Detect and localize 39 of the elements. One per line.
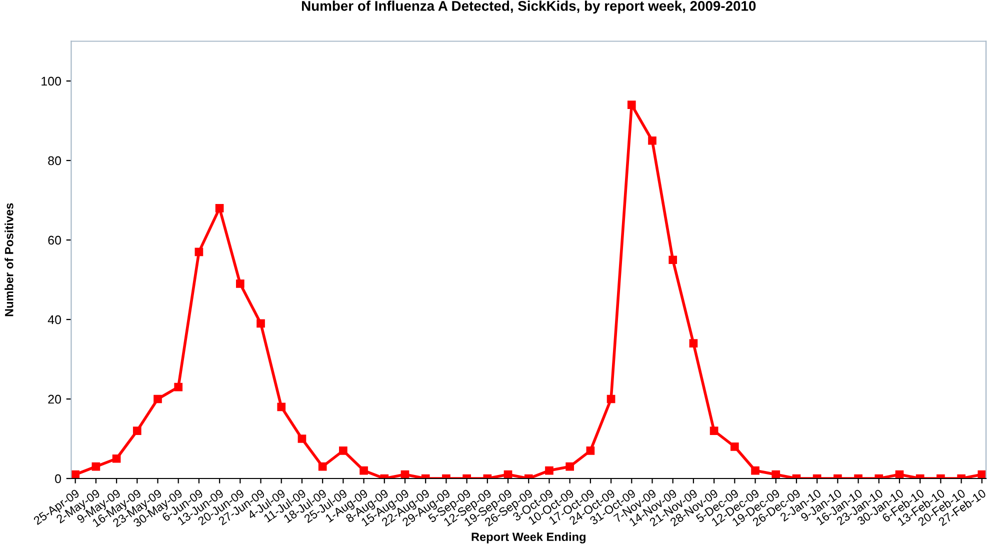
point bbox=[92, 462, 100, 471]
point bbox=[298, 434, 306, 443]
point bbox=[360, 466, 368, 475]
point bbox=[586, 446, 595, 455]
y-tick-label: 20 bbox=[48, 394, 61, 404]
point bbox=[174, 382, 183, 392]
point bbox=[730, 442, 739, 451]
point bbox=[194, 248, 204, 256]
y-axis-title: Number of Positives bbox=[4, 203, 14, 316]
point bbox=[751, 466, 760, 475]
point bbox=[339, 446, 348, 455]
y-tick-label: 80 bbox=[48, 156, 61, 166]
point bbox=[215, 204, 224, 212]
point bbox=[627, 100, 636, 110]
y-tick-label: 60 bbox=[48, 236, 61, 245]
point bbox=[606, 394, 616, 404]
point bbox=[710, 426, 718, 435]
point bbox=[772, 470, 780, 478]
chart-title: Number of Influenza A Detected, SickKids, by report week, 2009-2010 bbox=[302, 0, 756, 14]
point bbox=[236, 280, 244, 288]
point bbox=[566, 462, 574, 471]
point bbox=[545, 466, 554, 475]
point bbox=[154, 394, 162, 404]
point bbox=[318, 462, 327, 471]
y-tick-label: 100 bbox=[42, 76, 61, 86]
point bbox=[132, 426, 142, 435]
point bbox=[504, 470, 512, 478]
point bbox=[689, 339, 698, 348]
y-tick-label: 0 bbox=[55, 474, 61, 484]
point bbox=[256, 319, 265, 328]
point bbox=[895, 470, 904, 478]
y-tick-label: 40 bbox=[48, 315, 61, 324]
point bbox=[978, 470, 986, 478]
x-axis-title: Report Week Ending bbox=[472, 532, 586, 544]
point bbox=[277, 402, 286, 412]
point bbox=[112, 454, 121, 463]
point bbox=[668, 256, 678, 264]
point bbox=[648, 136, 656, 145]
point bbox=[400, 470, 410, 478]
